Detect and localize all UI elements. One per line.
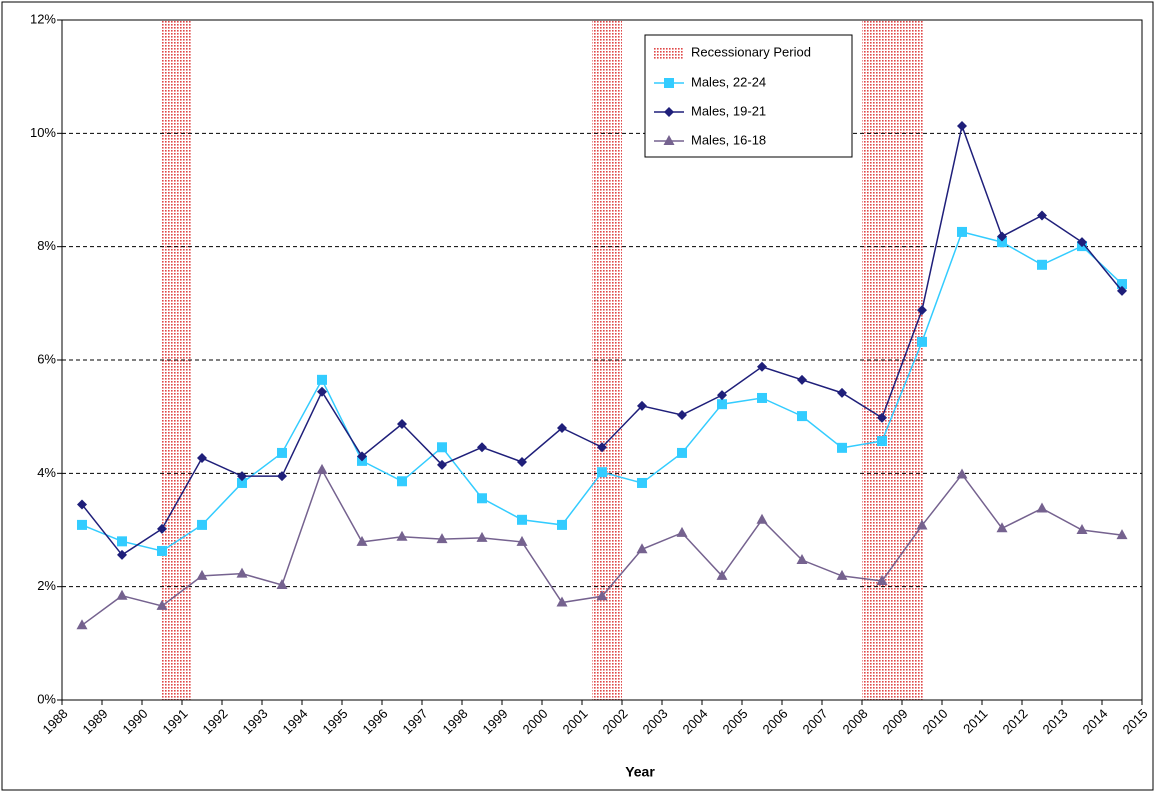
- point: [477, 493, 487, 504]
- point: [557, 423, 567, 433]
- point: [556, 596, 568, 607]
- point: [516, 535, 528, 546]
- point: [436, 533, 448, 544]
- point: [117, 549, 127, 560]
- point: [517, 514, 527, 525]
- point: [397, 476, 407, 487]
- point: [916, 519, 928, 530]
- legend-label: Males, 19-21: [691, 103, 766, 118]
- point: [397, 419, 407, 430]
- legend-marker: [663, 135, 675, 145]
- point: [1117, 279, 1127, 290]
- point: [437, 459, 447, 470]
- point: [636, 543, 648, 554]
- point: [196, 569, 208, 580]
- point: [317, 374, 327, 385]
- point: [796, 554, 808, 565]
- legend-label: Males, 16-18: [691, 132, 766, 147]
- point: [917, 336, 927, 347]
- point: [837, 442, 847, 453]
- point: [597, 442, 607, 453]
- legend-marker: [664, 78, 674, 88]
- point: [1037, 259, 1047, 270]
- point: [237, 471, 247, 482]
- point: [357, 451, 367, 462]
- y-tick-label: 6%: [37, 351, 56, 366]
- point: [156, 599, 168, 610]
- y-tick-label: 12%: [30, 11, 56, 26]
- point: [917, 305, 927, 316]
- point: [517, 457, 527, 467]
- point: [277, 447, 287, 458]
- legend-label: Males, 22-24: [691, 74, 766, 89]
- legend-swatch: [654, 47, 684, 59]
- point: [77, 499, 87, 510]
- point: [437, 442, 447, 453]
- point: [757, 392, 767, 403]
- point: [1037, 210, 1047, 221]
- point: [77, 519, 87, 530]
- point: [997, 231, 1007, 242]
- point: [717, 390, 727, 401]
- point: [317, 386, 327, 397]
- point: [997, 237, 1007, 248]
- point: [996, 522, 1008, 533]
- point: [876, 575, 888, 585]
- y-tick-label: 10%: [30, 125, 56, 140]
- point: [717, 399, 727, 410]
- point: [1117, 285, 1127, 296]
- legend-marker: [664, 107, 674, 117]
- point: [1116, 529, 1128, 540]
- recession-band: [862, 20, 924, 700]
- point: [116, 589, 128, 600]
- point: [797, 411, 807, 422]
- point: [676, 526, 688, 537]
- point: [637, 477, 647, 488]
- y-tick-label: 2%: [37, 578, 56, 593]
- y-tick-label: 4%: [37, 465, 56, 480]
- point: [1077, 237, 1087, 248]
- point: [557, 519, 567, 530]
- point: [117, 536, 127, 547]
- point: [797, 374, 807, 385]
- point: [637, 400, 647, 411]
- legend-label: Recessionary Period: [691, 44, 811, 59]
- point: [476, 531, 488, 542]
- point: [1076, 524, 1088, 534]
- point: [596, 590, 608, 601]
- point: [877, 412, 887, 423]
- y-tick-label: 0%: [37, 691, 56, 706]
- point: [157, 545, 167, 556]
- point: [677, 409, 687, 420]
- x-axis-title: Year: [625, 764, 655, 780]
- point: [756, 513, 768, 524]
- plot-border: [61, 19, 1143, 701]
- point: [157, 523, 167, 534]
- point: [236, 567, 248, 578]
- point: [956, 468, 968, 479]
- point: [316, 463, 328, 474]
- point: [477, 442, 487, 453]
- point: [356, 535, 368, 546]
- point: [957, 226, 967, 237]
- point: [837, 387, 847, 398]
- point: [716, 569, 728, 580]
- point: [197, 453, 207, 464]
- point: [597, 467, 607, 478]
- point: [757, 361, 767, 372]
- point: [957, 120, 967, 131]
- point: [276, 578, 288, 589]
- point: [877, 436, 887, 447]
- point: [836, 569, 848, 580]
- point: [396, 530, 408, 541]
- legend-box: [644, 34, 853, 158]
- y-tick-label: 8%: [37, 238, 56, 253]
- point: [677, 447, 687, 458]
- point: [277, 471, 287, 482]
- point: [1036, 502, 1048, 513]
- point: [197, 519, 207, 530]
- point: [76, 619, 88, 630]
- point: [237, 477, 247, 488]
